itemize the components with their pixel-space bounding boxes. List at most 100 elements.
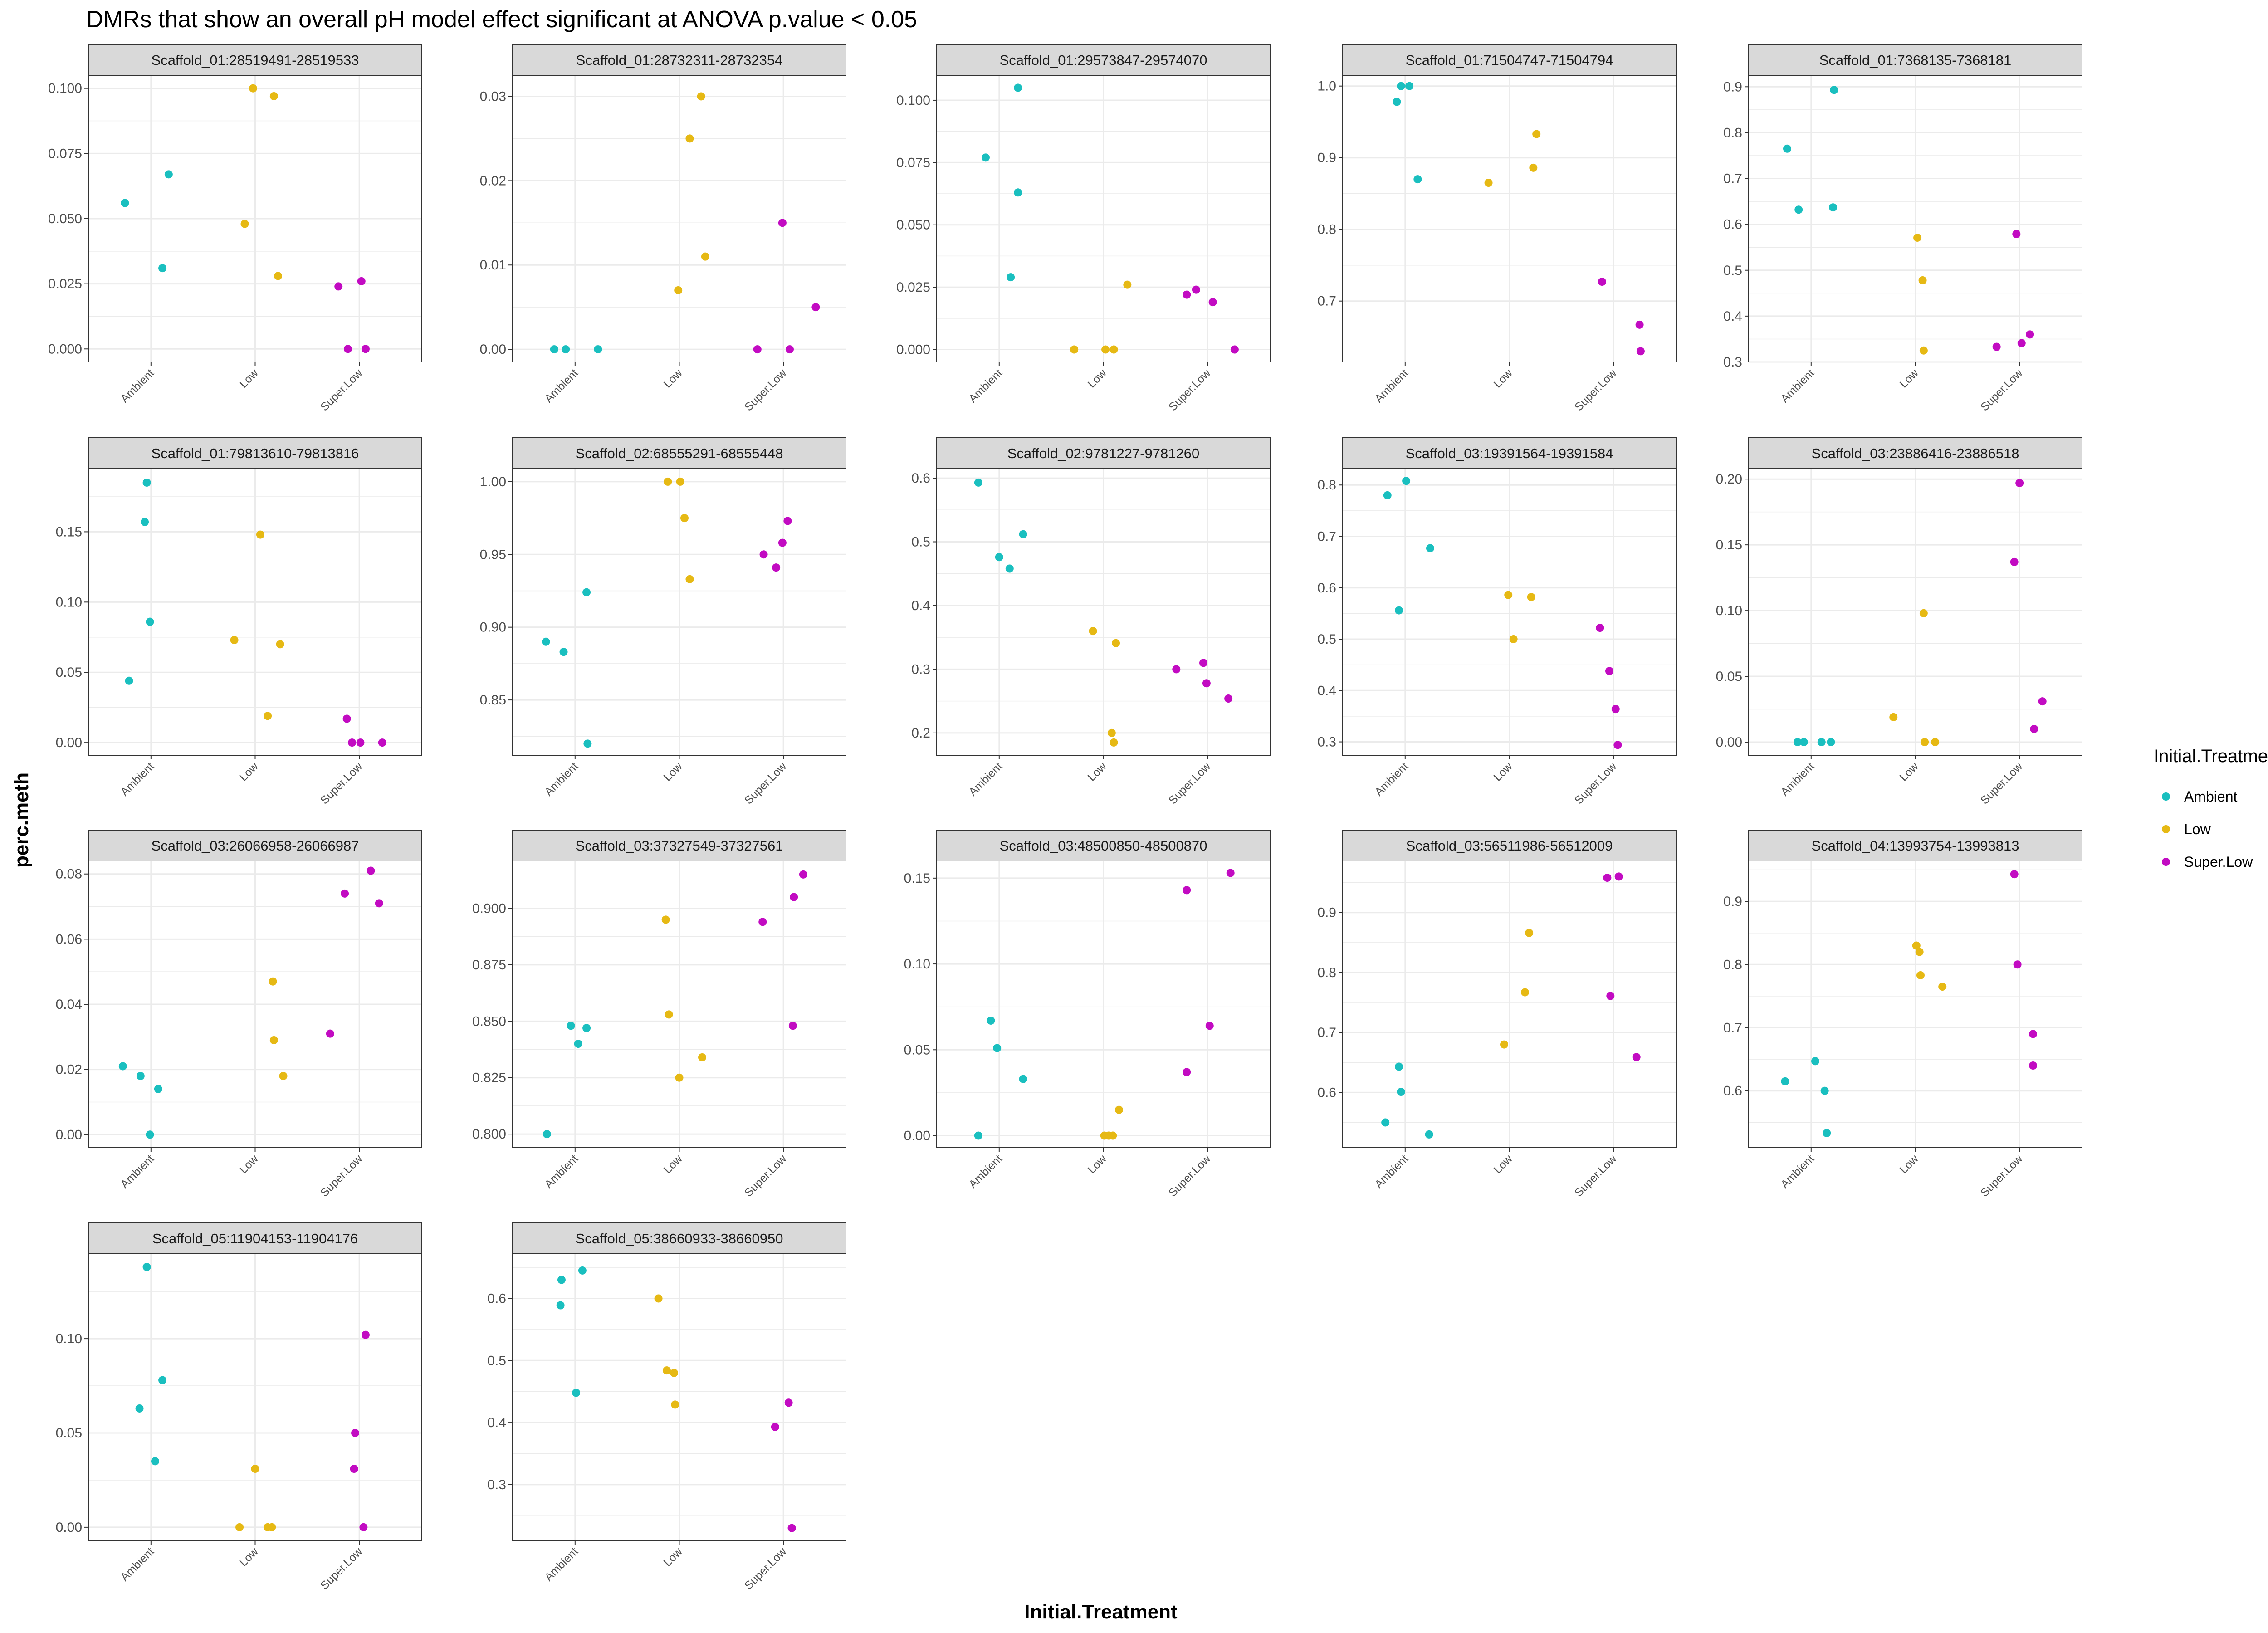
chart-title: DMRs that show an overall pH model effec… [86, 6, 917, 33]
data-point [1112, 639, 1120, 647]
data-point [1614, 872, 1623, 881]
data-point [1208, 298, 1217, 307]
data-point [1395, 1062, 1403, 1071]
y-tick-label: 0.025 [48, 277, 82, 292]
data-point [1529, 163, 1538, 172]
data-point [1393, 98, 1401, 106]
strip-background [1748, 44, 2082, 76]
data-point [662, 1366, 671, 1375]
data-point [1781, 1077, 1789, 1085]
data-point [680, 514, 689, 523]
y-tick-label: 0.900 [472, 901, 506, 916]
data-point [1226, 869, 1235, 877]
data-point [787, 1524, 796, 1532]
data-point [670, 1369, 679, 1377]
data-point [1794, 205, 1803, 214]
y-tick-label: 0.05 [904, 1042, 930, 1057]
data-point [2026, 330, 2034, 339]
data-point [550, 345, 558, 354]
data-point [1931, 738, 1940, 747]
data-point [674, 286, 683, 294]
data-point [375, 899, 383, 908]
facet-panel: Scaffold_03:23886416-23886518 0.00 0.05 0.1… [1716, 437, 2082, 807]
y-tick-label: 0.6 [1317, 581, 1336, 596]
data-point [2010, 557, 2019, 566]
data-point [582, 588, 591, 596]
data-point [269, 977, 277, 986]
y-tick-label: 0.3 [487, 1477, 506, 1492]
y-tick-label: 0.15 [1716, 538, 1742, 552]
data-point [1820, 1086, 1829, 1095]
data-point [1014, 83, 1022, 92]
data-point [759, 550, 768, 559]
facet-panel: Scaffold_05:38660933-38660950 0.3 0.4 0.5 0.… [487, 1222, 846, 1592]
data-point [799, 870, 807, 879]
data-point [1632, 1053, 1641, 1061]
y-tick-label: 0.5 [487, 1353, 506, 1368]
data-point [264, 712, 272, 720]
y-tick-label: 0.00 [56, 1520, 82, 1535]
strip-label: Scaffold_01:28732311-28732354 [576, 52, 783, 68]
y-axis-title: perc.meth [10, 772, 33, 868]
y-tick-label: 0.00 [56, 735, 82, 750]
data-point [1830, 86, 1838, 94]
data-point [784, 1398, 793, 1407]
y-tick-label: 1.0 [1317, 79, 1336, 94]
y-tick-label: 0.9 [1723, 79, 1742, 94]
data-point [361, 345, 370, 353]
strip-background [512, 44, 846, 76]
y-tick-label: 0.8 [1723, 125, 1742, 140]
data-point [676, 477, 684, 486]
data-point [1014, 188, 1022, 197]
data-point [1123, 280, 1132, 289]
data-point [1532, 130, 1541, 138]
data-point [1110, 738, 1118, 747]
y-tick-label: 0.000 [896, 342, 930, 357]
y-tick-label: 0.05 [56, 665, 82, 680]
data-point [758, 918, 767, 926]
y-tick-label: 0.2 [911, 726, 930, 741]
y-tick-label: 0.9 [1723, 894, 1742, 909]
strip-label: Scaffold_02:9781227-9781260 [1007, 445, 1199, 461]
data-point [1606, 992, 1615, 1000]
y-tick-label: 0.10 [904, 957, 930, 972]
data-point [1183, 1068, 1191, 1076]
y-tick-label: 0.05 [1716, 669, 1742, 684]
panel-border [1342, 861, 1677, 1148]
y-tick-label: 0.9 [1317, 905, 1336, 920]
data-point [1205, 1022, 1214, 1030]
facet-panel: Scaffold_02:9781227-9781260 0.2 0.3 0.4 0.5 0… [911, 437, 1271, 807]
strip-label: Scaffold_05:38660933-38660950 [576, 1231, 783, 1247]
y-tick-label: 0.100 [896, 93, 930, 108]
strip-background [1342, 830, 1677, 861]
data-point [697, 92, 705, 101]
data-point [1525, 929, 1534, 937]
data-point [1019, 530, 1027, 538]
data-point [995, 553, 1003, 562]
data-point [574, 1040, 582, 1048]
panel-border [512, 861, 846, 1148]
strip-label: Scaffold_01:29573847-29574070 [1000, 52, 1207, 68]
strip-background [1748, 830, 2082, 861]
y-tick-label: 0.3 [1723, 355, 1742, 370]
y-tick-label: 0.05 [56, 1426, 82, 1441]
data-point [268, 1523, 276, 1531]
data-point [1811, 1057, 1819, 1066]
y-tick-label: 0.6 [1317, 1085, 1336, 1100]
data-point [1938, 983, 1947, 991]
data-point [1110, 345, 1118, 354]
y-tick-label: 0.7 [1723, 1021, 1742, 1036]
data-point [361, 1330, 370, 1339]
data-point [2017, 339, 2026, 347]
facet-panel: Scaffold_03:48500850-48500870 0.00 0.05 0.1… [904, 830, 1271, 1199]
strip-background [936, 830, 1271, 861]
panel-border [88, 75, 422, 362]
data-point [1598, 278, 1606, 286]
data-point [1611, 705, 1620, 714]
y-tick-label: 0.4 [1317, 683, 1336, 698]
legend-items: Ambient Low Super.Low [2162, 788, 2253, 870]
y-tick-label: 0.050 [896, 218, 930, 233]
data-point [1919, 609, 1928, 617]
data-point [1783, 144, 1791, 153]
